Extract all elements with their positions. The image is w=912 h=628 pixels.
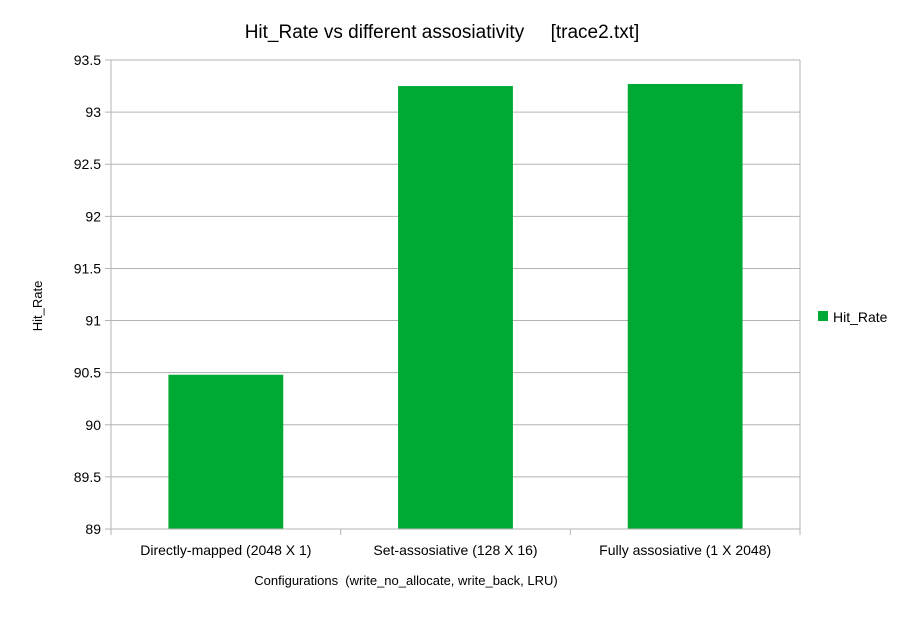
legend-swatch-hit-rate	[818, 311, 828, 321]
y-tick-label: 90	[85, 417, 101, 433]
bar	[627, 83, 743, 530]
y-tick-label: 92	[85, 208, 101, 224]
y-tick-labels: 89 89.5 90 90.5 91 91.5 92 92.5 93 93.5	[74, 52, 101, 537]
chart-title: Hit_Rate vs different assosiativity [tra…	[245, 22, 640, 43]
bar	[168, 374, 284, 529]
x-tick-label: Fully assosiative (1 X 2048)	[599, 542, 771, 558]
y-tick-label: 89	[85, 521, 101, 537]
x-tick-labels: Directly-mapped (2048 X 1) Set-assosiativ…	[140, 542, 771, 558]
bar	[398, 86, 513, 530]
y-tick-label: 89.5	[74, 469, 101, 485]
legend: Hit_Rate	[818, 309, 888, 325]
y-axis-label: Hit_Rate	[30, 281, 45, 332]
legend-label-hit-rate: Hit_Rate	[833, 309, 888, 325]
axes	[105, 60, 801, 535]
bars	[168, 83, 743, 530]
x-tick-label: Directly-mapped (2048 X 1)	[140, 542, 311, 558]
y-tick-label: 93	[85, 104, 101, 120]
y-tick-label: 90.5	[74, 365, 101, 381]
y-tick-label: 91	[85, 313, 101, 329]
y-tick-label: 93.5	[74, 52, 101, 68]
x-tick-label: Set-assosiative (128 X 16)	[373, 542, 537, 558]
y-tick-label: 91.5	[74, 260, 101, 276]
y-tick-label: 92.5	[74, 156, 101, 172]
x-axis-label: Configurations (write_no_allocate, write…	[254, 573, 557, 588]
